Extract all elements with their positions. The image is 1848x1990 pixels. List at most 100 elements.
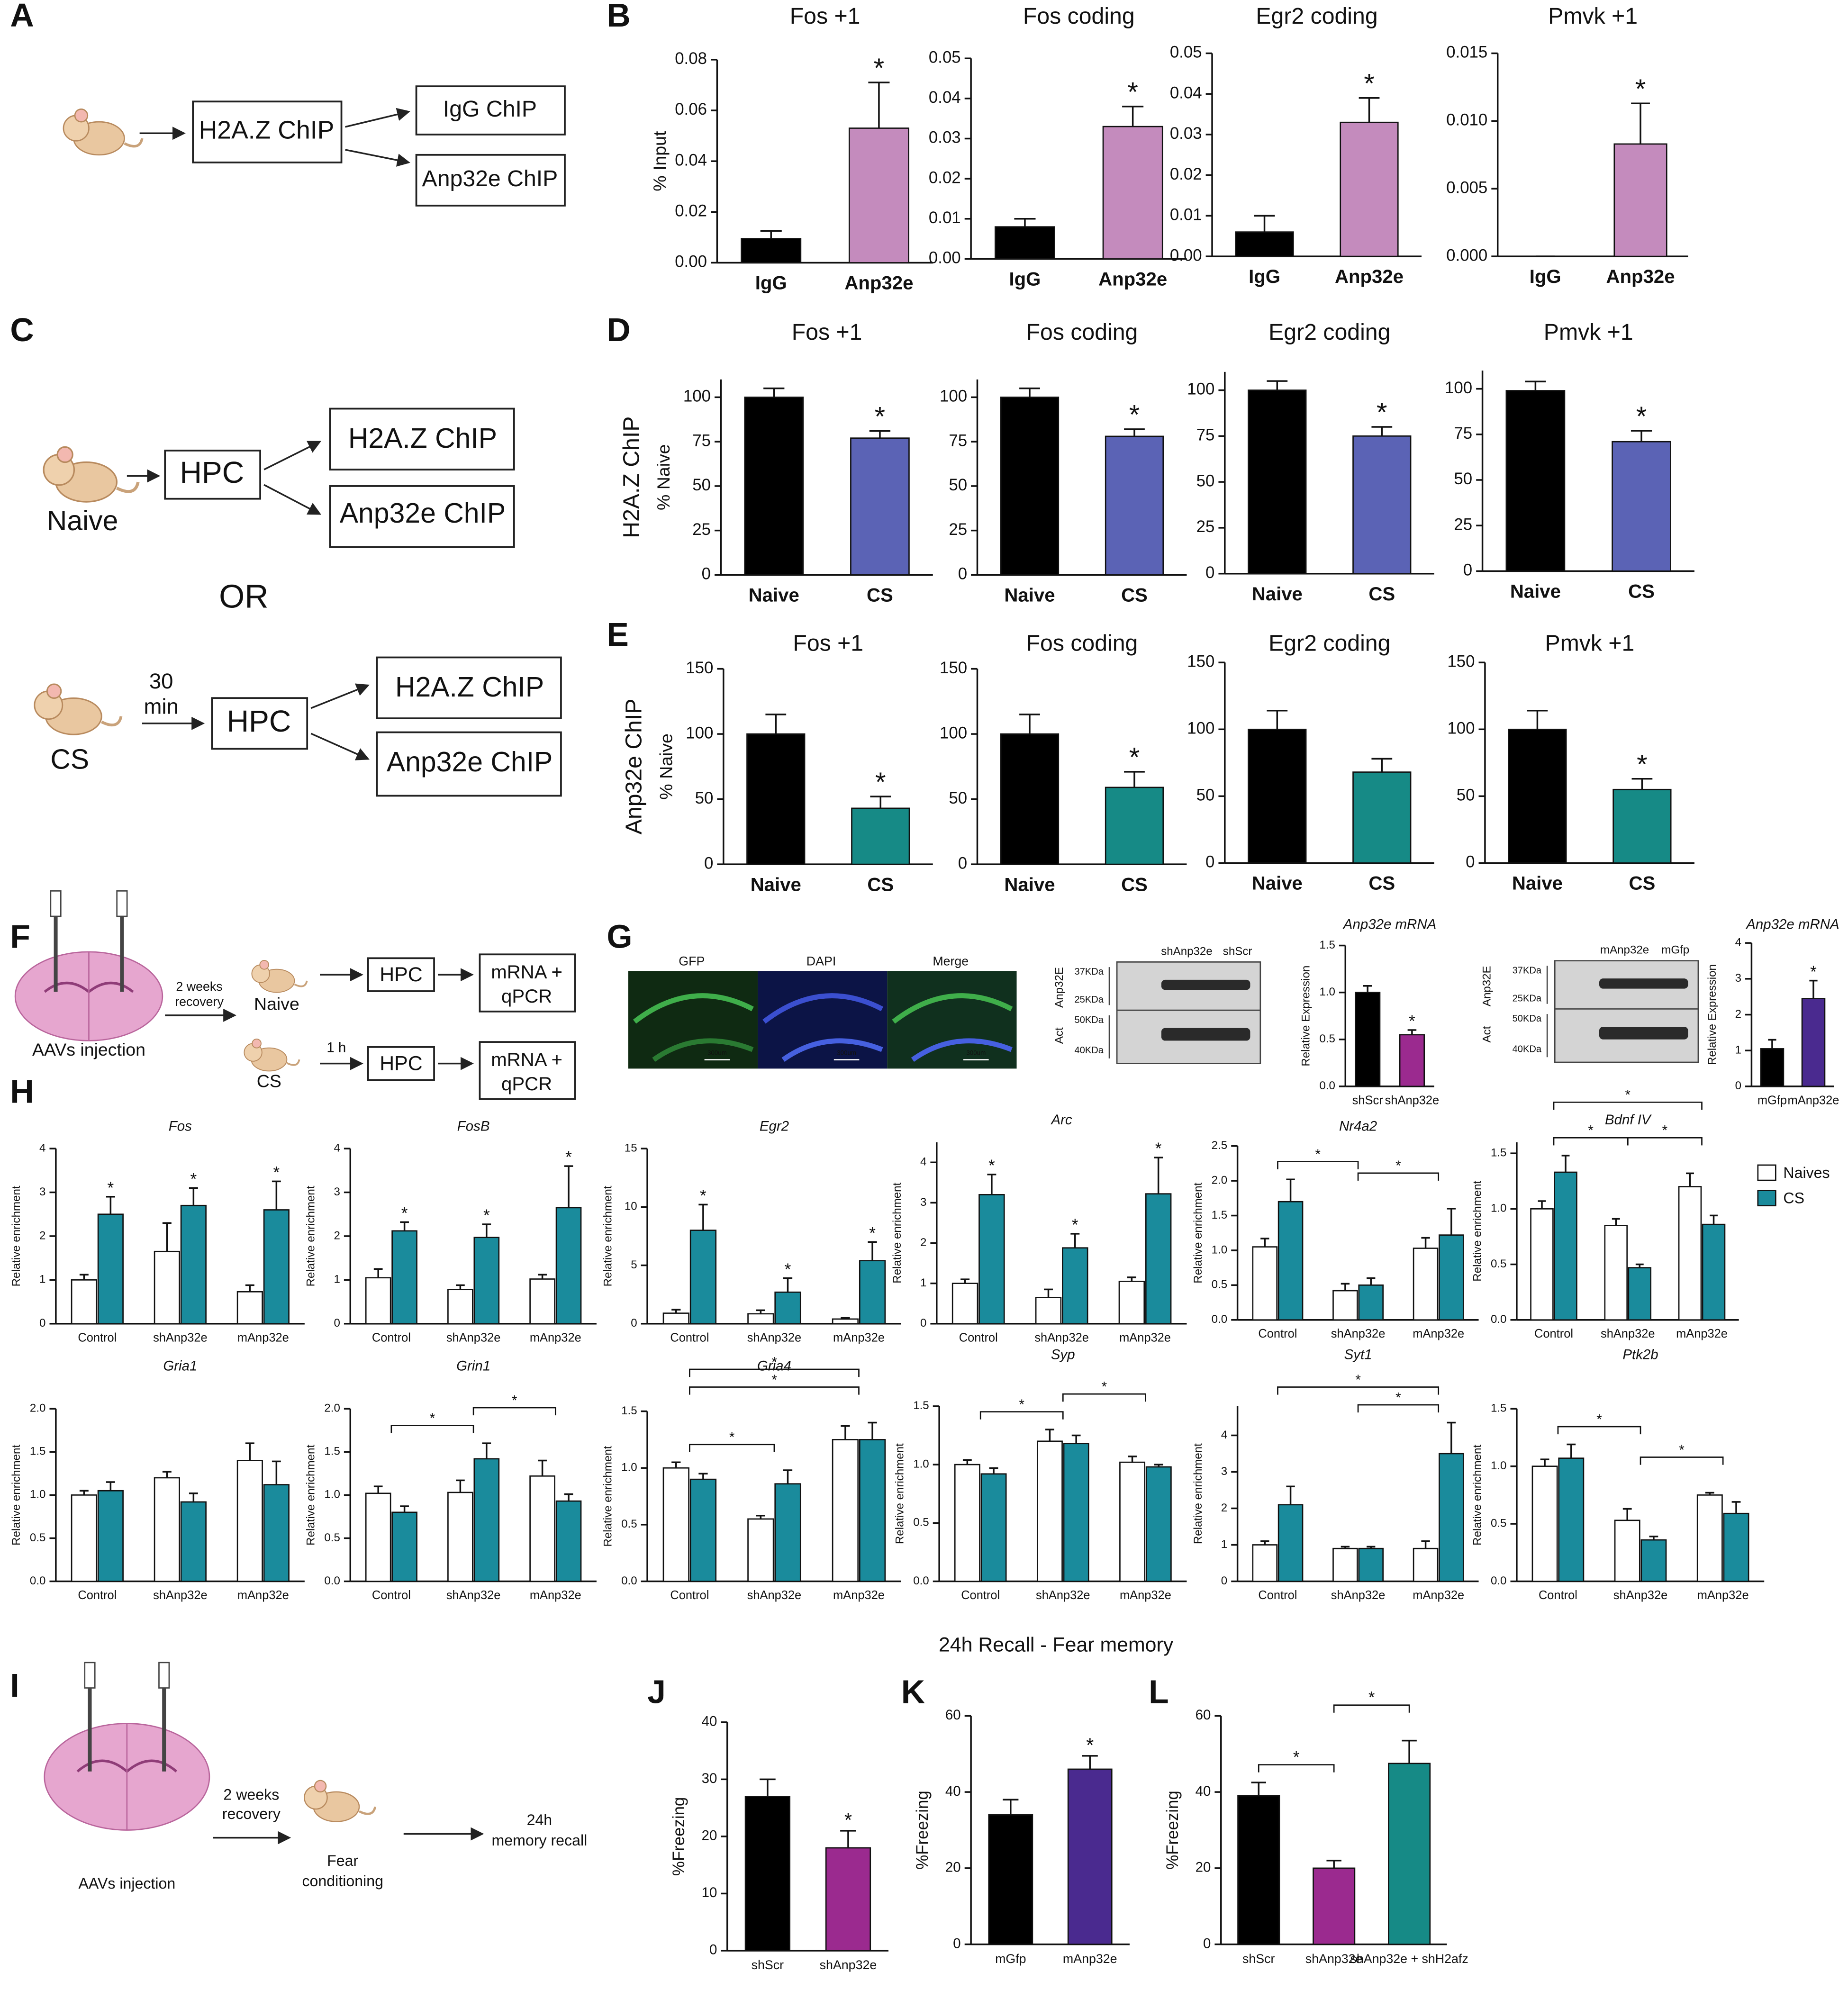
bar	[1248, 389, 1307, 575]
y-tick-label: 1	[39, 1273, 45, 1286]
y-tick-label: 0.5	[1319, 1032, 1335, 1045]
error-bar	[564, 1165, 573, 1208]
bar	[832, 1318, 859, 1325]
y-tick-label: 3	[920, 1196, 926, 1209]
y-tick-label: 3	[39, 1185, 45, 1198]
mouse-tail	[124, 138, 144, 148]
error-bar	[1631, 778, 1653, 790]
label: 40KDa	[1075, 1045, 1104, 1056]
y-tick-label: 0	[1205, 563, 1214, 582]
error-bar	[1014, 218, 1036, 227]
error-bar	[987, 1174, 996, 1195]
significance-star: *	[1636, 401, 1647, 432]
micrograph-structure	[781, 1038, 883, 1062]
label: HPC	[227, 704, 291, 738]
syringe-barrel	[116, 890, 128, 917]
bar	[236, 1291, 263, 1325]
y-tick-label: 0.5	[621, 1518, 637, 1530]
chart-title: FosB	[457, 1118, 490, 1134]
error-bar	[756, 1514, 765, 1519]
y-tick-label: 25	[1454, 515, 1472, 534]
y-tick-label: 0.03	[929, 128, 961, 147]
significance-bracket	[390, 1425, 474, 1433]
x-tick-label: IgG	[755, 272, 787, 294]
error-bar	[989, 1467, 998, 1474]
mouse-ear	[314, 1780, 327, 1793]
significance-bracket	[472, 1407, 556, 1416]
y-tick-label: 1	[334, 1273, 340, 1286]
bar	[1352, 435, 1412, 575]
error-bar	[1447, 1208, 1456, 1235]
error-bar	[868, 81, 890, 128]
bar	[1000, 733, 1060, 865]
error-bar	[1705, 1492, 1714, 1495]
label: Fear	[327, 1852, 358, 1869]
chart-title: Gria1	[163, 1358, 197, 1374]
y-tick-label: 0	[39, 1317, 45, 1330]
significance-bracket	[1640, 1456, 1724, 1465]
bar	[1413, 1547, 1439, 1582]
bar	[236, 1460, 263, 1582]
y-tick-label: 0.04	[675, 151, 707, 169]
x-tick-label: Naive	[1252, 583, 1303, 605]
y-axis-label: Relative enrichment	[1471, 1180, 1484, 1281]
y-axis-label: % Input	[650, 131, 670, 191]
x-tick-label: IgG	[1530, 266, 1561, 287]
bar	[832, 1439, 859, 1582]
y-tick-label: 0.04	[929, 88, 961, 107]
bar	[180, 1204, 207, 1325]
error-bar	[1407, 1029, 1417, 1035]
error-bar	[1124, 771, 1145, 787]
panel-label: C	[10, 311, 34, 348]
bar	[859, 1439, 886, 1582]
label: memory recall	[492, 1832, 588, 1849]
error-bar	[373, 1485, 383, 1493]
y-tick-label: 2.0	[30, 1402, 46, 1415]
x-tick-label: CS	[867, 874, 894, 895]
error-bar	[79, 1490, 89, 1495]
x-tick-label: Control	[1534, 1327, 1573, 1340]
bar	[1119, 1461, 1146, 1582]
error-bar	[79, 1274, 89, 1280]
error-bar	[272, 1180, 281, 1210]
y-tick-label: 0	[709, 1942, 717, 1958]
group-label: H2A.Z ChIP	[618, 416, 644, 538]
significance-star: *	[771, 1372, 777, 1388]
label: Anp32E	[1481, 966, 1494, 1006]
x-tick-label: shAnp32e	[153, 1589, 208, 1602]
label: Anp32e ChIP	[387, 747, 553, 778]
error-bar	[1082, 1755, 1098, 1769]
mouse-ear	[74, 109, 89, 123]
y-tick-label: 50	[949, 789, 967, 807]
bar	[180, 1501, 207, 1582]
error-bar	[373, 1268, 383, 1278]
x-tick-label: Naive	[749, 585, 799, 606]
y-tick-label: 60	[1196, 1707, 1211, 1723]
box	[415, 154, 566, 207]
y-tick-label: 1.5	[621, 1404, 637, 1417]
panel-label: G	[607, 918, 632, 955]
y-tick-label: 4	[920, 1156, 926, 1168]
y-axis-label: Relative enrichment	[1192, 1182, 1205, 1283]
mouse-icon	[63, 109, 144, 156]
legend-swatch	[1757, 1190, 1776, 1206]
significance-star: *	[1364, 69, 1375, 99]
error-bar	[868, 1421, 877, 1440]
y-tick-label: 0	[334, 1317, 340, 1330]
error-bar	[1561, 1155, 1570, 1172]
significance-star: *	[512, 1393, 517, 1408]
bar	[978, 1194, 1005, 1325]
significance-star: *	[729, 1429, 734, 1445]
y-tick-label: 0.0	[1319, 1079, 1335, 1092]
error-bar	[760, 230, 782, 239]
error-bar	[960, 1278, 970, 1284]
heading: 24h Recall - Fear memory	[939, 1633, 1174, 1656]
bar	[1604, 1225, 1628, 1321]
y-axis-label: Relative enrichment	[891, 1182, 904, 1283]
x-tick-label: shAnp32e	[1034, 1331, 1089, 1344]
x-tick-label: mAnp32e	[1697, 1589, 1749, 1602]
box	[479, 1041, 576, 1100]
significance-bracket	[1277, 1161, 1359, 1169]
error-bar	[1070, 1233, 1080, 1248]
x-tick-label: Control	[78, 1331, 117, 1344]
